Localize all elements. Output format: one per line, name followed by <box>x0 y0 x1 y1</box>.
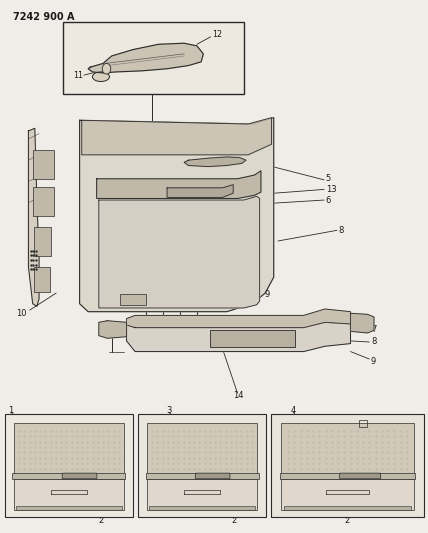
Bar <box>282 423 413 477</box>
Polygon shape <box>167 184 233 197</box>
Text: 13: 13 <box>326 185 336 195</box>
Bar <box>14 423 124 477</box>
Bar <box>16 506 122 511</box>
Bar <box>149 506 255 511</box>
Bar <box>33 150 54 179</box>
FancyBboxPatch shape <box>62 473 97 479</box>
Bar <box>284 506 411 511</box>
Text: 15: 15 <box>370 419 380 428</box>
FancyBboxPatch shape <box>195 473 230 479</box>
Bar <box>147 479 257 511</box>
Text: 10: 10 <box>16 309 26 318</box>
Polygon shape <box>184 157 246 166</box>
Bar <box>271 414 424 518</box>
Bar <box>147 423 257 477</box>
Bar <box>146 473 259 479</box>
Bar <box>282 479 413 511</box>
Polygon shape <box>127 322 351 352</box>
Bar <box>12 473 125 479</box>
Text: 9: 9 <box>265 289 270 298</box>
Text: 4: 4 <box>291 406 296 415</box>
Bar <box>210 330 295 348</box>
Text: 8: 8 <box>339 226 344 235</box>
Bar <box>34 266 50 292</box>
Text: 2: 2 <box>98 516 103 525</box>
Bar <box>359 419 367 427</box>
Text: 8: 8 <box>371 337 376 346</box>
Bar <box>280 473 415 479</box>
Text: 3: 3 <box>166 406 172 415</box>
Text: 7: 7 <box>371 325 376 334</box>
Bar <box>14 479 124 511</box>
Text: 11: 11 <box>73 70 83 79</box>
Text: 7242 900 A: 7242 900 A <box>14 12 75 22</box>
Bar <box>120 294 146 305</box>
Text: 12: 12 <box>212 30 222 39</box>
Polygon shape <box>99 196 260 308</box>
Text: 14: 14 <box>233 391 244 400</box>
Text: 2: 2 <box>344 516 349 525</box>
Circle shape <box>102 63 111 74</box>
Bar <box>5 414 133 518</box>
Bar <box>34 227 51 256</box>
Bar <box>33 187 54 216</box>
Text: 9: 9 <box>371 357 376 366</box>
Polygon shape <box>28 128 39 306</box>
FancyBboxPatch shape <box>340 473 380 479</box>
Polygon shape <box>99 321 127 338</box>
Polygon shape <box>127 309 351 328</box>
Polygon shape <box>97 171 261 198</box>
Text: 5: 5 <box>326 174 331 183</box>
Text: 2: 2 <box>231 516 236 525</box>
Polygon shape <box>88 43 203 73</box>
Bar <box>62 22 244 94</box>
Ellipse shape <box>92 72 110 82</box>
Polygon shape <box>82 118 272 155</box>
Text: 6: 6 <box>326 196 331 205</box>
Polygon shape <box>351 313 374 333</box>
Polygon shape <box>80 118 274 312</box>
Bar <box>138 414 266 518</box>
Text: 1: 1 <box>9 406 14 415</box>
